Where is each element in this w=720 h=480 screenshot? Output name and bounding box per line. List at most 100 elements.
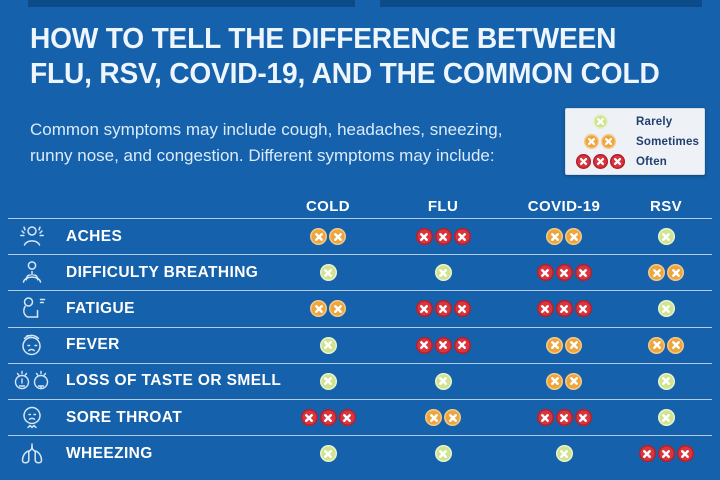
often-marker [676,445,694,463]
cell-sore-throat-rsv [620,409,712,427]
frequency-legend: Rarely Sometimes Often [565,108,705,175]
cell-loss-of-taste-or-smell-rsv [620,372,712,390]
often-marker [536,409,554,427]
symptom-label-fatigue: FATIGUE [66,299,135,317]
often-marker [574,300,592,318]
sometimes-marker [546,372,563,390]
legend-markers-rarely [570,114,630,129]
cell-sore-throat-cold [278,409,378,427]
sometimes-marker [601,134,616,149]
legend-label-often: Often [636,155,668,168]
symptom-label-fever: FEVER [66,336,120,354]
legend-label-rarely: Rarely [636,115,673,128]
cell-sore-throat-covid-19 [508,409,620,427]
cell-difficulty-breathing-rsv [620,264,712,282]
symptom-comparison-table: COLD FLU COVID-19 RSV ACHES DIFFICULTY BREAT… [8,195,712,471]
legend-markers-often [570,154,630,169]
wheezing-icon [8,436,56,471]
table-row-wheezing: WHEEZING [8,435,712,471]
cell-difficulty-breathing-covid-19 [508,264,620,282]
cell-difficulty-breathing-flu [378,264,508,282]
often-marker [453,336,471,354]
often-marker [434,336,452,354]
often-marker [555,409,573,427]
legend-row-often: Often [570,153,700,171]
sometimes-marker [444,409,461,427]
sometimes-marker [329,300,346,318]
often-marker [434,228,452,246]
cell-fatigue-flu [378,300,508,318]
often-marker [657,445,675,463]
legend-row-sometimes: Sometimes [570,133,700,151]
cell-loss-of-taste-or-smell-flu [378,372,508,390]
page-subtitle-line2: runny nose, and congestion. Different sy… [30,146,495,165]
often-marker [415,336,433,354]
cell-aches-covid-19 [508,228,620,246]
symptom-label-difficulty-breathing: DIFFICULTY BREATHING [66,263,259,281]
page-subtitle: Common symptoms may include cough, heada… [30,117,502,169]
sometimes-marker [584,134,599,149]
legend-row-rarely: Rarely [570,113,700,131]
sometimes-marker [310,300,327,318]
table-body: ACHES DIFFICULTY BREATHING FATIGUE FEVER LOS… [8,218,712,471]
top-accent-bar-left [28,0,355,7]
sometimes-marker [546,336,563,354]
column-header-rsv: RSV [649,198,683,215]
often-marker [555,300,573,318]
loss-of-taste-or-smell-icon [8,364,56,399]
symptom-label-wheezing: WHEEZING [66,444,153,462]
sometimes-marker [565,336,582,354]
sometimes-marker [329,228,346,246]
table-row-loss-of-taste-or-smell: LOSS OF TASTE OR SMELL [8,362,712,399]
cell-fatigue-cold [278,300,378,318]
rarely-marker [434,372,452,390]
page-subtitle-line1: Common symptoms may include cough, heada… [30,120,503,139]
difficulty-breathing-icon [8,255,56,290]
cell-wheezing-rsv [620,445,712,463]
rarely-marker [657,409,675,427]
column-header-covid-19: COVID-19 [527,198,601,215]
cell-aches-rsv [620,228,712,246]
often-marker [574,264,592,282]
legend-markers-sometimes [570,134,630,149]
fatigue-icon [8,291,56,326]
rarely-marker [319,445,337,463]
cell-loss-of-taste-or-smell-cold [278,372,378,390]
sometimes-marker [648,336,665,354]
table-row-fatigue: FATIGUE [8,290,712,326]
aches-icon [8,219,56,254]
often-marker [555,264,573,282]
symptom-label-loss-of-taste-or-smell: LOSS OF TASTE OR SMELL [66,372,282,390]
cell-fever-covid-19 [508,336,620,354]
often-marker [575,154,591,169]
symptom-label-aches: ACHES [66,227,123,245]
rarely-marker [319,336,337,354]
table-row-aches: ACHES [8,218,712,254]
cell-difficulty-breathing-cold [278,264,378,282]
often-marker [536,264,554,282]
page-title-line2: FLU, RSV, COVID-19, AND THE COMMON COLD [30,58,660,90]
cell-fever-flu [378,336,508,354]
often-marker [338,409,356,427]
rarely-marker [657,228,675,246]
cell-aches-cold [278,228,378,246]
legend-label-sometimes: Sometimes [636,135,700,148]
sometimes-marker [310,228,327,246]
cell-loss-of-taste-or-smell-covid-19 [508,372,620,390]
often-marker [453,300,471,318]
rarely-marker [319,264,337,282]
rarely-marker [657,300,675,318]
table-row-sore-throat: SORE THROAT [8,398,712,435]
cell-sore-throat-flu [378,409,508,427]
cell-aches-flu [378,228,508,246]
table-row-difficulty-breathing: DIFFICULTY BREATHING [8,254,712,290]
often-marker [415,300,433,318]
sore-throat-icon [8,400,56,435]
top-accent-bar-right [380,0,702,7]
page-title: HOW TO TELL THE DIFFERENCE BETWEEN FLU, … [30,22,660,92]
rarely-marker [434,445,452,463]
often-marker [609,154,625,169]
sometimes-marker [648,264,665,282]
sometimes-marker [425,409,442,427]
